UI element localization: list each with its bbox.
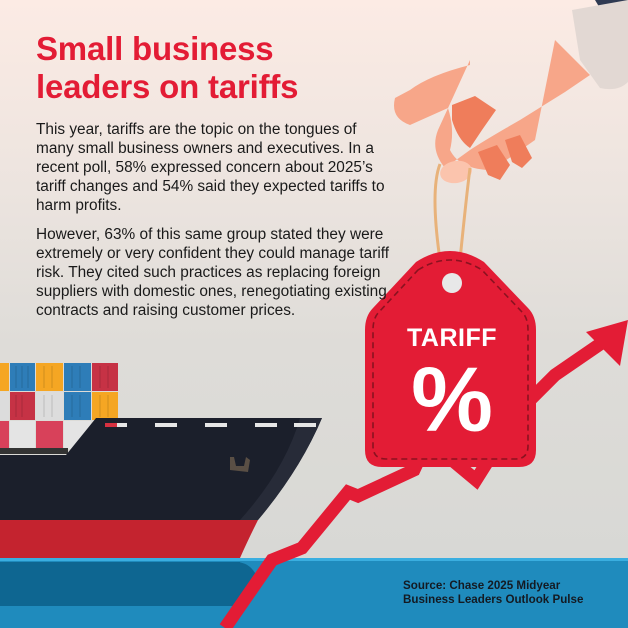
source-line-2: Business Leaders Outlook Pulse bbox=[403, 593, 584, 606]
paragraph-confidence: However, 63% of this same group stated t… bbox=[36, 226, 390, 319]
tag-label: TARIFF bbox=[406, 324, 497, 352]
ocean bbox=[0, 558, 628, 628]
cargo-ship-icon bbox=[0, 363, 322, 558]
article-body: This year, tariffs are the topic on the … bbox=[36, 120, 396, 330]
paragraph-concern: This year, tariffs are the topic on the … bbox=[36, 121, 385, 214]
source-citation: Source: Chase 2025 Midyear Business Lead… bbox=[403, 579, 583, 607]
hand-holding-tag-icon bbox=[394, 0, 628, 184]
page-title: Small business leaders on tariffs bbox=[36, 30, 299, 106]
source-line-1: Source: Chase 2025 Midyear bbox=[403, 579, 561, 592]
title-line-2: leaders on tariffs bbox=[36, 68, 299, 105]
percent-symbol: % bbox=[411, 349, 493, 451]
price-tag-icon bbox=[365, 251, 536, 467]
title-line-1: Small business bbox=[36, 30, 274, 67]
